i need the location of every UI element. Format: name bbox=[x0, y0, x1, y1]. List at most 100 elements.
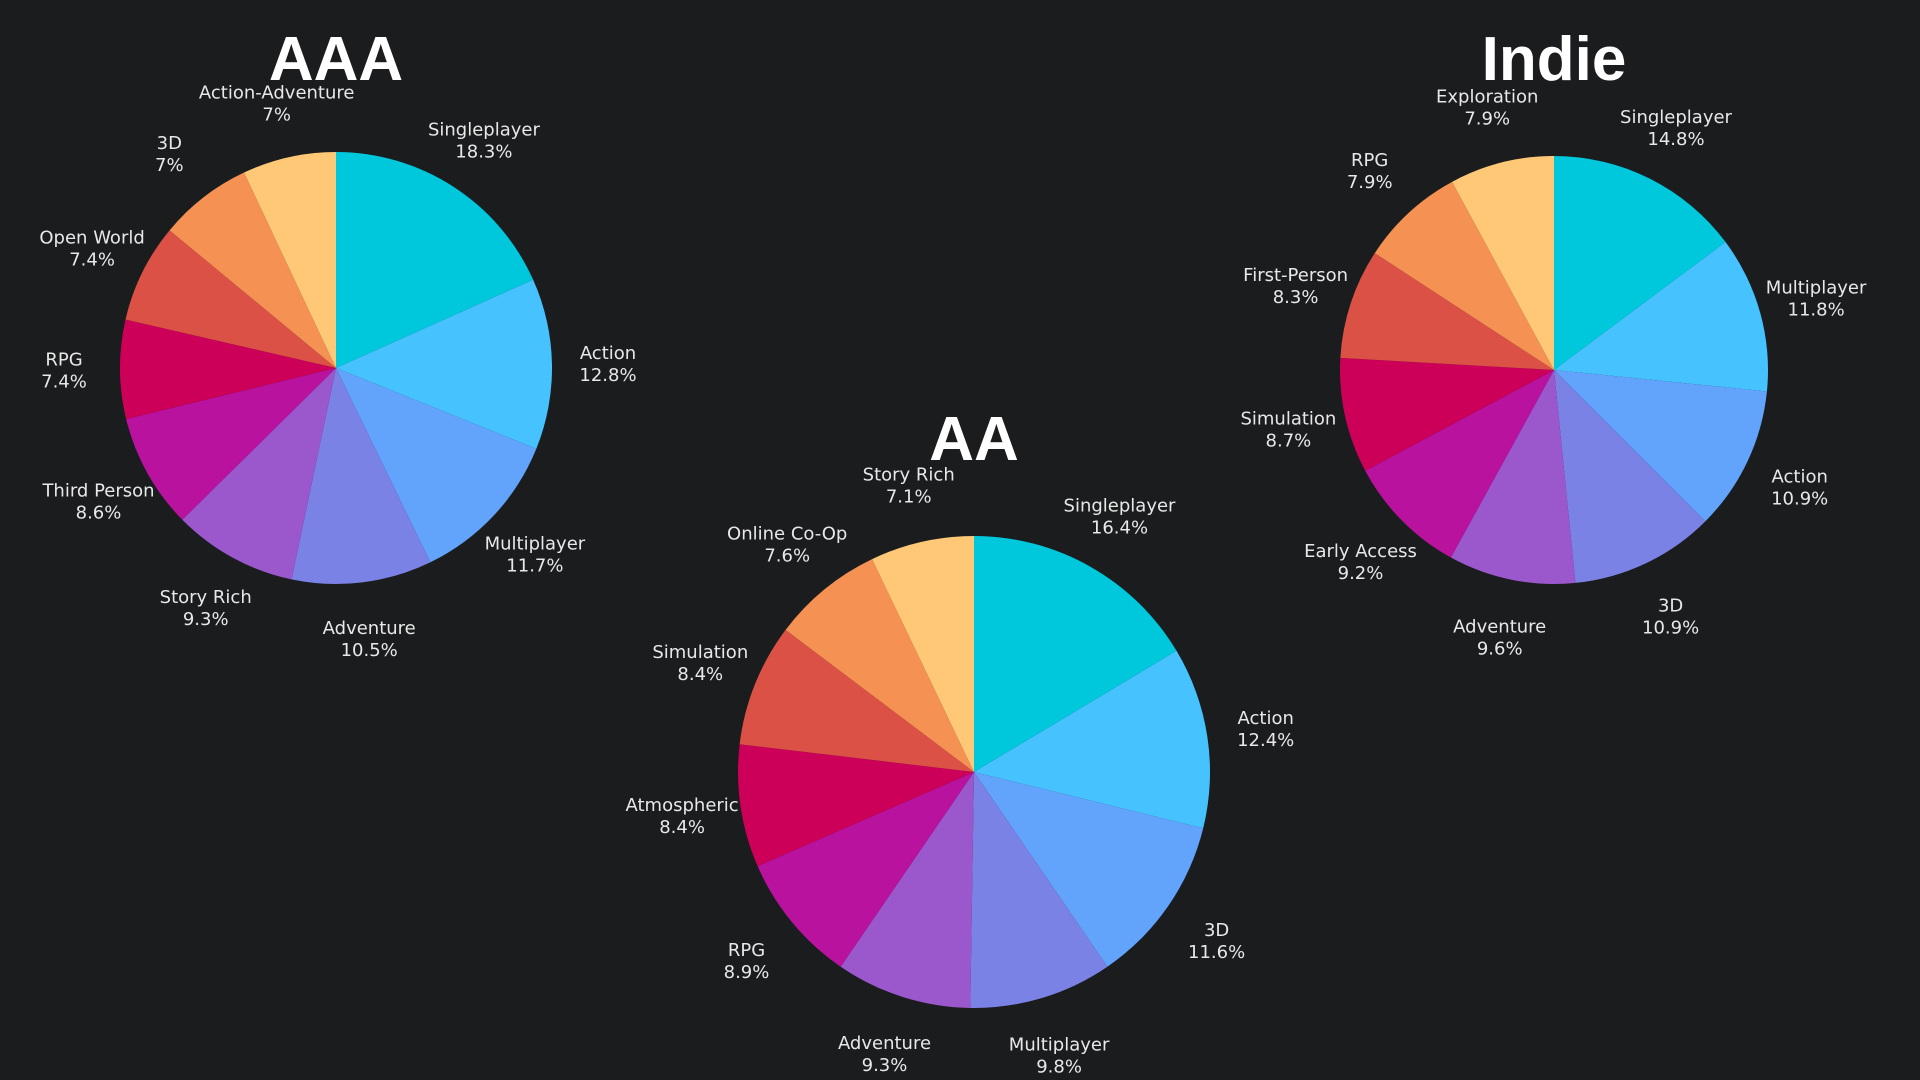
slice-category: Atmospheric bbox=[626, 795, 739, 816]
slice-category: 3D bbox=[1204, 920, 1229, 941]
slice-label-singleplayer: Singleplayer 18.3% bbox=[428, 120, 541, 163]
slice-category: 3D bbox=[157, 133, 182, 154]
slice-percent: 7% bbox=[262, 105, 291, 126]
slice-percent: 7.4% bbox=[69, 250, 115, 271]
pie-slice-rpg bbox=[1374, 181, 1554, 370]
pie-slice-action bbox=[336, 279, 553, 449]
pie-slice-atmospheric bbox=[738, 744, 974, 867]
slice-label-singleplayer: Singleplayer 16.4% bbox=[1064, 495, 1177, 538]
slice-label-story-rich: Story Rich 7.1% bbox=[863, 464, 955, 507]
slice-category: Singleplayer bbox=[1620, 107, 1733, 128]
pie-slice-rpg bbox=[120, 319, 336, 420]
slice-category: Story Rich bbox=[160, 587, 252, 608]
pie-slice-singleplayer bbox=[974, 536, 1177, 772]
slice-label-online-co-op: Online Co-Op 7.6% bbox=[727, 524, 847, 567]
slice-label-action-adventure: Action-Adventure 7% bbox=[199, 83, 355, 126]
slice-percent: 10.9% bbox=[1642, 618, 1699, 639]
slice-category: Adventure bbox=[838, 1033, 931, 1054]
slice-label-first-person: First-Person 8.3% bbox=[1243, 265, 1348, 308]
slice-label-adventure: Adventure 10.5% bbox=[323, 618, 416, 661]
slice-category: Exploration bbox=[1436, 86, 1538, 107]
slice-label-simulation: Simulation 8.7% bbox=[1240, 409, 1336, 452]
slice-label-third-person: Third Person 8.6% bbox=[41, 481, 154, 524]
slice-label-exploration: Exploration 7.9% bbox=[1436, 86, 1538, 129]
slice-percent: 18.3% bbox=[455, 142, 512, 163]
slice-category: Multiplayer bbox=[1009, 1035, 1110, 1056]
slice-label-rpg: RPG 8.9% bbox=[724, 940, 770, 983]
pie-slice-action-adventure bbox=[244, 152, 336, 368]
pie-slice-simulation bbox=[1339, 357, 1554, 471]
slice-category: Multiplayer bbox=[1766, 277, 1867, 298]
slice-label-open-world: Open World 7.4% bbox=[39, 228, 144, 271]
slice-category: Simulation bbox=[1240, 409, 1336, 430]
slice-category: Simulation bbox=[652, 642, 748, 663]
pie-slice-action bbox=[1554, 370, 1767, 522]
slice-category: Third Person bbox=[41, 481, 154, 502]
slice-category: Adventure bbox=[1453, 617, 1546, 638]
slice-percent: 7.9% bbox=[1347, 172, 1393, 193]
pie-slice-singleplayer bbox=[336, 152, 534, 368]
pie-slice-rpg bbox=[757, 772, 974, 967]
slice-percent: 10.5% bbox=[341, 640, 398, 661]
slice-category: Online Co-Op bbox=[727, 524, 847, 545]
slice-category: First-Person bbox=[1243, 265, 1348, 286]
slice-label-multiplayer: Multiplayer 9.8% bbox=[1009, 1035, 1110, 1078]
slice-label-rpg: RPG 7.9% bbox=[1347, 150, 1393, 193]
pie-slice-multiplayer bbox=[970, 772, 1108, 1008]
chart-title: AAA bbox=[269, 25, 403, 94]
pie-slice-3d bbox=[974, 772, 1204, 967]
aaa-pie-chart: AAA Singleplayer 18.3% Action 12.8% Multipla… bbox=[39, 25, 636, 661]
slice-category: RPG bbox=[45, 350, 82, 371]
aa-pie-chart: AA Singleplayer 16.4% Action 12.4% 3D 11.6% Mu… bbox=[626, 405, 1295, 1078]
pie-slice-action bbox=[974, 650, 1210, 829]
slice-category: Action bbox=[580, 343, 636, 364]
slice-label-adventure: Adventure 9.3% bbox=[838, 1033, 931, 1076]
slice-category: Multiplayer bbox=[485, 534, 586, 555]
pie-slice-adventure bbox=[840, 772, 974, 1008]
pie-slices bbox=[1339, 156, 1769, 585]
slice-percent: 9.2% bbox=[1338, 563, 1384, 584]
slice-category: Singleplayer bbox=[428, 120, 541, 141]
slice-percent: 8.7% bbox=[1266, 431, 1312, 452]
slice-label-simulation: Simulation 8.4% bbox=[652, 642, 748, 685]
slice-category: Singleplayer bbox=[1064, 495, 1177, 516]
slice-label-action: Action 10.9% bbox=[1771, 467, 1828, 510]
pie-slice-adventure bbox=[291, 368, 431, 584]
slice-label-multiplayer: Multiplayer 11.7% bbox=[485, 534, 586, 577]
slice-category: RPG bbox=[1351, 150, 1388, 171]
slice-percent: 7.9% bbox=[1464, 108, 1510, 129]
slice-label-atmospheric: Atmospheric 8.4% bbox=[626, 795, 739, 838]
slice-percent: 9.3% bbox=[183, 609, 229, 630]
slice-category: Story Rich bbox=[863, 464, 955, 485]
slice-percent: 9.3% bbox=[862, 1055, 908, 1076]
slice-percent: 7.4% bbox=[41, 372, 87, 393]
slice-label-rpg: RPG 7.4% bbox=[41, 350, 87, 393]
slice-label-3d: 3D 7% bbox=[155, 133, 184, 176]
pie-labels: Singleplayer 16.4% Action 12.4% 3D 11.6% Multi… bbox=[626, 464, 1295, 1077]
slice-label-adventure: Adventure 9.6% bbox=[1453, 617, 1546, 660]
slice-category: RPG bbox=[728, 940, 765, 961]
slice-percent: 7.1% bbox=[886, 486, 932, 507]
slice-category: Action-Adventure bbox=[199, 83, 355, 104]
pie-slices bbox=[738, 536, 1210, 1008]
pie-slice-3d bbox=[169, 172, 336, 368]
slice-percent: 8.6% bbox=[76, 503, 122, 524]
slice-label-action: Action 12.4% bbox=[1237, 708, 1294, 751]
slice-percent: 14.8% bbox=[1647, 129, 1704, 150]
slice-percent: 11.8% bbox=[1788, 299, 1845, 320]
slice-percent: 10.9% bbox=[1771, 489, 1828, 510]
slice-category: Action bbox=[1238, 708, 1294, 729]
pie-slice-open-world bbox=[125, 230, 336, 368]
slice-percent: 9.6% bbox=[1477, 639, 1523, 660]
pie-slice-multiplayer bbox=[336, 368, 537, 563]
slice-label-3d: 3D 11.6% bbox=[1188, 920, 1245, 963]
slice-label-3d: 3D 10.9% bbox=[1642, 596, 1699, 639]
pie-slice-story-rich bbox=[872, 536, 974, 772]
pie-slice-third-person bbox=[126, 368, 336, 520]
slice-percent: 9.8% bbox=[1036, 1057, 1082, 1078]
slice-category: 3D bbox=[1658, 596, 1683, 617]
pie-slice-exploration bbox=[1452, 156, 1554, 370]
indie-pie-chart: Indie Singleplayer 14.8% Multiplayer 11.8% A… bbox=[1240, 25, 1867, 660]
pie-slice-first-person bbox=[1340, 253, 1554, 370]
pie-slice-online-co-op bbox=[785, 559, 974, 772]
